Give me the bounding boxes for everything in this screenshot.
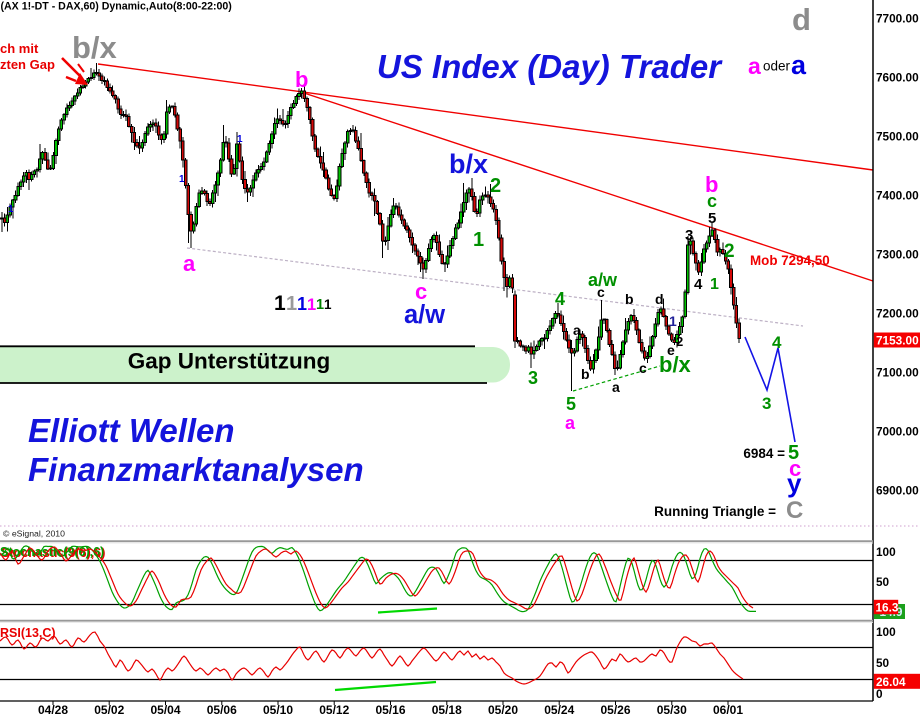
svg-text:a/w: a/w (404, 301, 445, 329)
svg-text:1: 1 (324, 297, 332, 312)
svg-text:05/04: 05/04 (150, 703, 180, 717)
svg-text:4: 4 (694, 276, 703, 293)
svg-text:Gap Unterstützung: Gap Unterstützung (128, 349, 331, 374)
svg-text:a: a (612, 379, 620, 395)
svg-text:05/20: 05/20 (488, 703, 518, 717)
svg-text:© eSignal, 2010: © eSignal, 2010 (3, 529, 65, 539)
svg-text:0: 0 (876, 687, 883, 701)
svg-text:7100.00: 7100.00 (876, 366, 919, 380)
svg-text:05/26: 05/26 (600, 703, 630, 717)
svg-text:c: c (415, 279, 427, 304)
svg-text:e: e (667, 342, 675, 358)
svg-text:2: 2 (676, 334, 683, 349)
svg-text:1: 1 (274, 292, 286, 315)
svg-text:5: 5 (708, 210, 716, 227)
svg-text:4: 4 (772, 333, 782, 352)
svg-text:RSI(13,C): RSI(13,C) (0, 626, 56, 640)
svg-text:US Index (Day) Trader: US Index (Day) Trader (377, 48, 723, 85)
svg-text:7000.00: 7000.00 (876, 425, 919, 439)
svg-text:16.3: 16.3 (876, 600, 899, 614)
svg-text:7200.00: 7200.00 (876, 307, 919, 321)
svg-text:7300.00: 7300.00 (876, 248, 919, 262)
svg-text:1: 1 (237, 134, 243, 145)
svg-text:1: 1 (473, 229, 484, 251)
svg-text:a: a (748, 53, 761, 79)
svg-text:b/x: b/x (449, 149, 488, 179)
svg-text:c: c (597, 284, 605, 300)
svg-text:05/24: 05/24 (544, 703, 574, 717)
svg-text:oder: oder (763, 59, 791, 74)
svg-text:1: 1 (307, 296, 316, 314)
svg-text:a/w: a/w (588, 270, 618, 290)
svg-text:Elliott Wellen: Elliott Wellen (28, 412, 235, 449)
svg-text:100: 100 (876, 545, 896, 559)
svg-text:50: 50 (876, 575, 890, 589)
svg-text:a: a (183, 251, 196, 276)
svg-text:b: b (625, 291, 634, 307)
svg-text:1: 1 (669, 313, 677, 329)
svg-text:4: 4 (555, 289, 565, 309)
svg-text:c: c (639, 360, 647, 376)
svg-text:b: b (295, 67, 308, 92)
svg-text:Mob 7294,50: Mob 7294,50 (750, 253, 830, 268)
svg-text:05/16: 05/16 (375, 703, 405, 717)
svg-text:b/x: b/x (72, 30, 118, 65)
svg-text:a: a (573, 322, 581, 338)
svg-text:b/x: b/x (659, 352, 692, 377)
svg-text:1: 1 (297, 294, 307, 314)
svg-text:5: 5 (566, 394, 576, 414)
svg-text:c: c (789, 456, 801, 481)
svg-text:7600.00: 7600.00 (876, 71, 919, 85)
svg-text:1: 1 (286, 293, 297, 315)
svg-text:05/10: 05/10 (263, 703, 293, 717)
svg-text:3: 3 (528, 368, 538, 388)
svg-text:05/18: 05/18 (432, 703, 462, 717)
svg-text:y: y (787, 468, 802, 498)
svg-text:Running Triangle =: Running Triangle = (654, 504, 776, 519)
svg-text:6900.00: 6900.00 (876, 484, 919, 498)
svg-text:06/01: 06/01 (713, 703, 743, 717)
svg-text:(AX 1!-DT - DAX,60) Dynamic,Au: (AX 1!-DT - DAX,60) Dynamic,Auto(8:00-22… (1, 1, 232, 13)
svg-text:50: 50 (876, 656, 890, 670)
svg-text:7700.00: 7700.00 (876, 12, 919, 26)
svg-text:Finanzmarktanalysen: Finanzmarktanalysen (28, 451, 364, 488)
svg-text:5: 5 (788, 442, 799, 464)
svg-text:1: 1 (710, 276, 719, 293)
svg-text:1: 1 (316, 297, 324, 313)
svg-text:05/02: 05/02 (94, 703, 124, 717)
svg-text:2: 2 (724, 241, 735, 262)
svg-text:1: 1 (8, 204, 14, 215)
svg-text:ch mit: ch mit (0, 41, 39, 56)
svg-text:26.04: 26.04 (876, 675, 906, 689)
svg-text:2: 2 (490, 175, 501, 197)
svg-text:7400.00: 7400.00 (876, 189, 919, 203)
svg-text:7500.00: 7500.00 (876, 130, 919, 144)
svg-text:C: C (786, 497, 803, 524)
svg-text:b: b (581, 366, 590, 382)
svg-text:04/28: 04/28 (38, 703, 68, 717)
svg-text:1: 1 (179, 174, 185, 185)
svg-text:05/30: 05/30 (657, 703, 687, 717)
svg-text:c: c (707, 191, 717, 211)
svg-text:a: a (565, 413, 576, 433)
svg-text:3: 3 (762, 394, 771, 413)
svg-text:b: b (705, 172, 718, 197)
svg-text:7153.00: 7153.00 (876, 334, 919, 348)
svg-text:a: a (791, 50, 807, 80)
svg-text:d: d (792, 2, 811, 37)
svg-text:05/06: 05/06 (207, 703, 237, 717)
svg-text:3: 3 (685, 227, 693, 244)
svg-text:100: 100 (876, 625, 896, 639)
svg-text:6984 =: 6984 = (743, 446, 785, 461)
svg-text:05/12: 05/12 (319, 703, 349, 717)
svg-text:d: d (655, 291, 664, 307)
svg-text:zten Gap: zten Gap (0, 57, 55, 72)
